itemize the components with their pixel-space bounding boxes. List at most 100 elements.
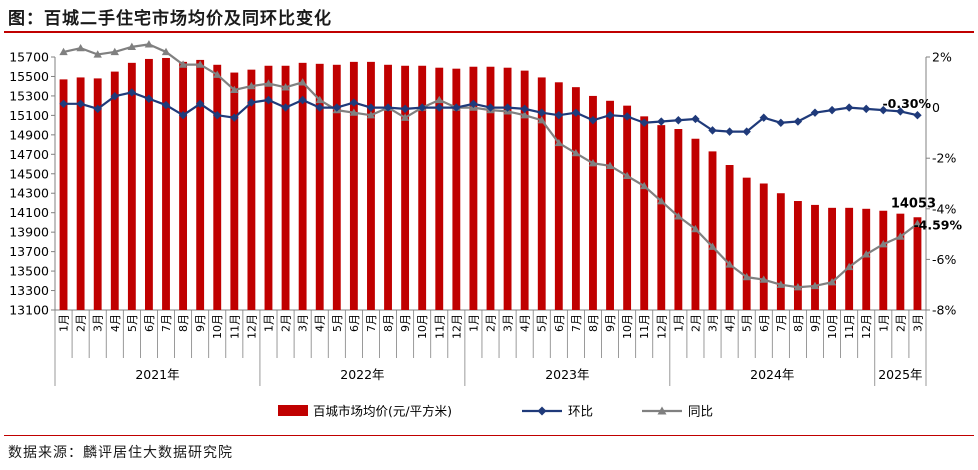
bar-price <box>589 95 597 310</box>
month-tick-label: 1月 <box>262 314 275 332</box>
mom-point <box>178 110 188 120</box>
mom-point <box>793 117 803 126</box>
month-tick-label: 6月 <box>348 314 361 332</box>
yoy-point <box>213 70 222 78</box>
mom-point <box>537 108 546 117</box>
mom-point <box>554 110 564 120</box>
left-tick-label: 15300 <box>9 88 49 103</box>
month-tick-label: 10月 <box>416 314 429 339</box>
bar-price <box>759 183 768 310</box>
right-tick-label: -4% <box>932 201 956 216</box>
chart-title: 图：百城二手住宅市场均价及同环比变化 <box>8 9 332 29</box>
bar-price <box>418 65 427 310</box>
month-tick-label: 2月 <box>485 314 498 332</box>
bar-price <box>162 57 170 310</box>
mom-point <box>400 104 410 114</box>
bar-price <box>742 177 751 310</box>
month-tick-label: 3月 <box>707 314 720 332</box>
bar-price <box>401 65 410 310</box>
month-tick-label: 1月 <box>877 314 890 332</box>
month-tick-label: 8月 <box>792 314 805 332</box>
right-tick-label: -8% <box>932 303 956 318</box>
yoy-point <box>264 79 273 87</box>
left-tick-label: 14900 <box>9 127 49 142</box>
bar-price <box>486 66 495 310</box>
month-tick-label: 3月 <box>911 314 924 332</box>
month-tick-label: 4月 <box>109 314 122 332</box>
mom-point <box>127 88 137 97</box>
month-tick-label: 11月 <box>843 314 856 339</box>
month-tick-label: 8月 <box>382 314 395 332</box>
month-tick-label: 2月 <box>280 314 293 332</box>
year-label: 2023年 <box>545 367 589 382</box>
bar-price <box>367 61 375 310</box>
month-tick-label: 5月 <box>331 314 344 332</box>
bar-price <box>537 77 546 310</box>
bar-price <box>435 67 444 310</box>
mom-point <box>503 103 512 112</box>
bar-price <box>606 100 614 311</box>
left-tick-label: 15500 <box>9 69 49 84</box>
year-label: 2025年 <box>878 367 922 382</box>
mom-point <box>520 104 529 114</box>
left-tick-label: 15100 <box>9 108 49 123</box>
month-tick-label: 5月 <box>741 314 754 332</box>
month-tick-label: 4月 <box>314 314 327 332</box>
bar-price <box>247 69 256 311</box>
bar-price <box>896 213 905 310</box>
yoy-point <box>725 260 734 268</box>
month-tick-label: 3月 <box>297 314 310 332</box>
year-label: 2024年 <box>750 367 794 382</box>
left-tick-label: 13100 <box>9 303 49 318</box>
annotation-last-yoy: -4.59% <box>913 218 962 233</box>
month-tick-label: 6月 <box>553 314 566 332</box>
mom-point <box>708 126 717 135</box>
mom-point <box>605 110 615 120</box>
mom-point <box>896 107 905 116</box>
month-tick-label: 12月 <box>450 314 463 339</box>
legend-label-price: 百城市场均价(元/平方米) <box>313 404 452 419</box>
yoy-point <box>622 171 632 180</box>
yoy-point <box>554 138 564 147</box>
mom-point <box>640 118 649 127</box>
bar-price <box>725 165 734 310</box>
left-tick-label: 13300 <box>9 283 49 298</box>
bar-price <box>196 59 205 310</box>
month-tick-label: 10月 <box>621 314 634 339</box>
bar-price <box>179 61 188 310</box>
bar-price <box>623 105 632 311</box>
bar-price <box>349 61 358 310</box>
mom-point <box>76 99 85 109</box>
month-tick-label: 9月 <box>194 314 207 332</box>
month-tick-label: 1月 <box>672 314 685 332</box>
yoy-point <box>281 83 290 91</box>
month-tick-label: 12月 <box>245 314 258 339</box>
right-tick-label: 0 <box>932 100 940 115</box>
month-tick-label: 1月 <box>58 314 71 332</box>
mom-point <box>452 103 461 112</box>
month-tick-label: 2月 <box>75 314 88 332</box>
month-tick-label: 6月 <box>758 314 771 332</box>
month-tick-label: 8月 <box>587 314 600 332</box>
yoy-point <box>896 232 905 240</box>
month-tick-label: 3月 <box>92 314 105 332</box>
year-label: 2022年 <box>340 367 384 382</box>
bar-price <box>845 207 854 310</box>
yoy-point <box>230 85 239 94</box>
yoy-point <box>76 43 85 52</box>
mom-point <box>759 113 768 122</box>
month-tick-label: 11月 <box>228 314 241 339</box>
mom-point <box>144 94 154 103</box>
bar-price <box>776 193 785 310</box>
month-tick-label: 6月 <box>143 314 156 332</box>
month-tick-label: 12月 <box>655 314 668 339</box>
month-tick-label: 5月 <box>126 314 139 332</box>
yoy-point <box>247 81 256 90</box>
mom-point <box>588 116 598 125</box>
mom-point <box>879 105 888 115</box>
bar-price <box>879 210 888 310</box>
month-tick-label: 8月 <box>177 314 190 332</box>
month-tick-label: 9月 <box>604 314 617 332</box>
mom-point <box>349 98 359 107</box>
bar-price <box>281 65 290 310</box>
